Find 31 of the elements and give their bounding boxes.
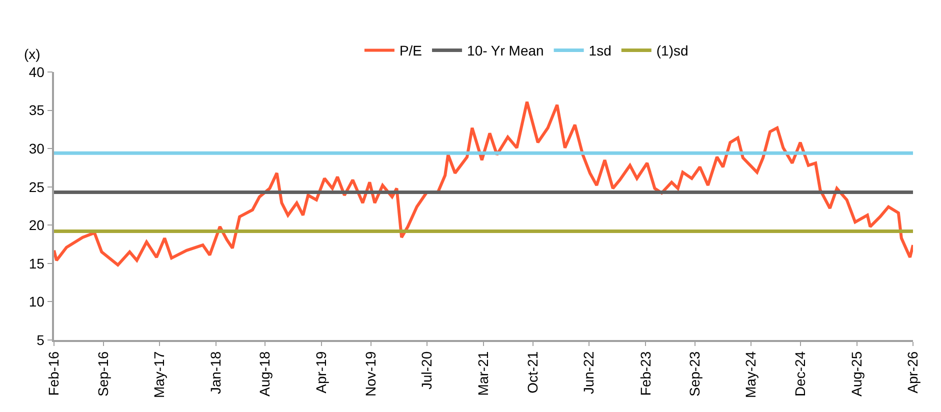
x-tick-label: Dec-24 — [792, 351, 808, 396]
y-tick-label: 20 — [28, 217, 45, 234]
x-tick-label: May-24 — [742, 351, 759, 398]
legend-label: P/E — [399, 42, 422, 59]
y-tick-label: 35 — [28, 102, 45, 118]
x-tick-label: Feb-16 — [46, 351, 62, 396]
x-tick-label: Sep-23 — [686, 351, 702, 397]
y-tick-label: 25 — [28, 178, 45, 195]
x-tick-label: Oct-21 — [524, 351, 540, 394]
x-tick-label: Aug-18 — [256, 351, 273, 397]
y-tick-label: 15 — [28, 255, 45, 272]
x-tick-label: Nov-19 — [362, 351, 378, 396]
x-tick-label: Apr-26 — [904, 351, 921, 394]
y-tick-label: 5 — [36, 332, 45, 348]
x-tick-label: Apr-19 — [312, 351, 329, 394]
y-tick-label: 10 — [28, 294, 45, 310]
x-tick-label: Feb-23 — [637, 351, 654, 396]
x-tick-label: Jun-22 — [580, 351, 597, 394]
x-tick-label: Sep-16 — [94, 351, 111, 397]
y-tick-label: 30 — [28, 140, 45, 156]
x-tick-label: Mar-21 — [474, 351, 491, 396]
x-tick-label: Jul-20 — [418, 351, 435, 390]
x-tick-label: Jan-18 — [208, 351, 224, 394]
x-tick-label: Aug-25 — [848, 351, 864, 397]
legend-label: 1sd — [588, 42, 612, 59]
legend-label: (1)sd — [656, 42, 688, 59]
y-tick-label: 40 — [28, 64, 45, 80]
x-tick-label: May-17 — [150, 351, 167, 398]
line-series — [54, 100, 913, 266]
y-axis-title: (x) — [24, 46, 40, 62]
legend-label: 10- Yr Mean — [467, 42, 544, 59]
